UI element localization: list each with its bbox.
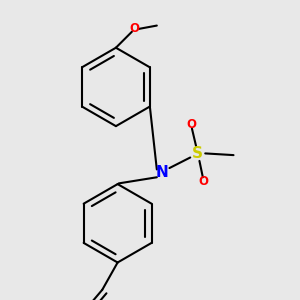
Text: O: O [130, 22, 140, 35]
Text: S: S [192, 146, 203, 161]
Text: N: N [156, 165, 168, 180]
Text: O: O [186, 118, 196, 131]
Text: O: O [199, 175, 209, 188]
